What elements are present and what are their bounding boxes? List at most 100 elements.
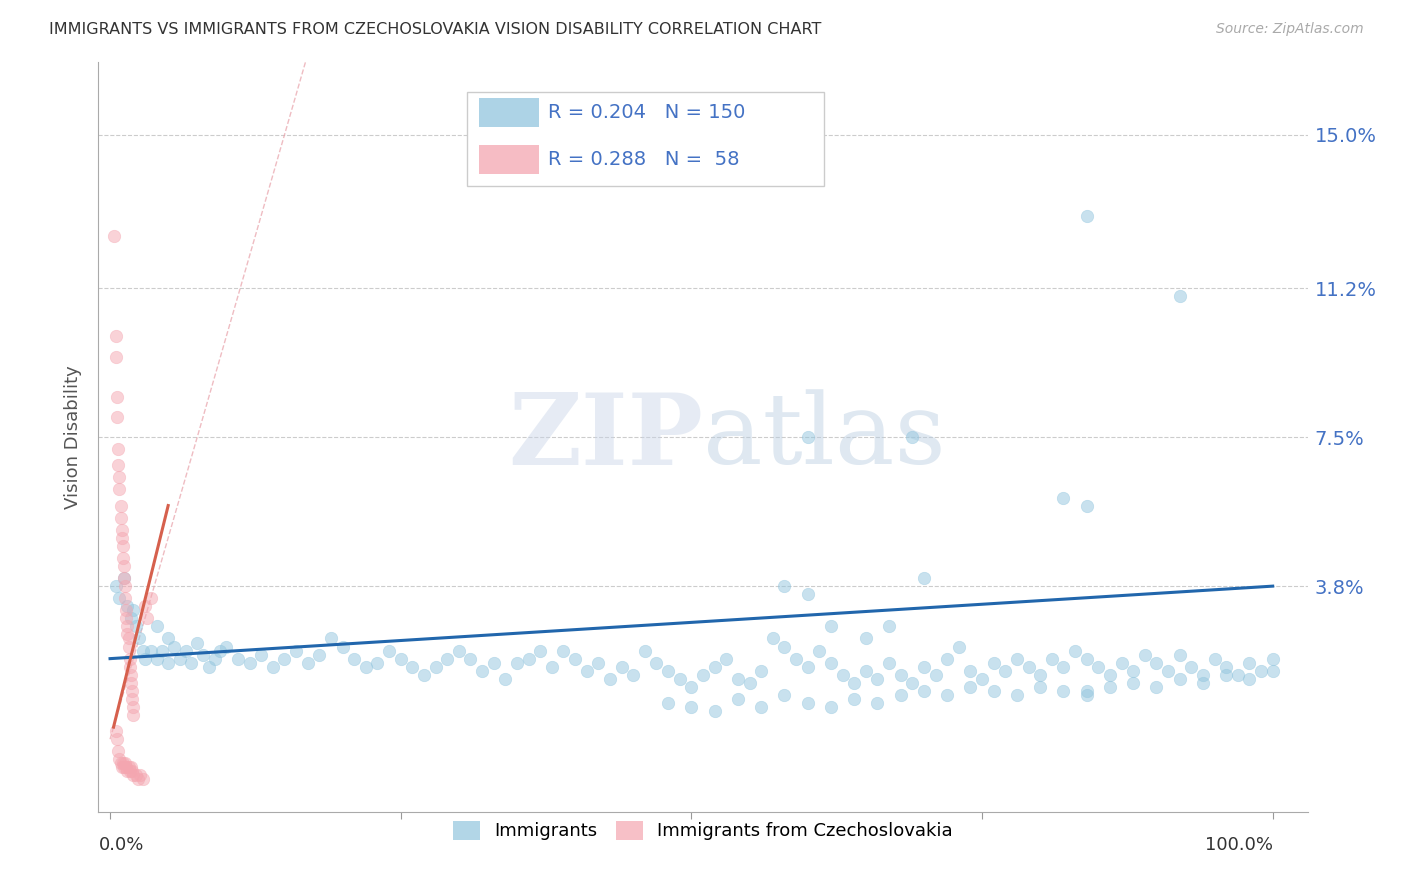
Point	[970, 672, 993, 686]
Point	[104, 350, 127, 364]
Point	[1239, 672, 1261, 686]
Point	[308, 648, 330, 662]
Point	[599, 672, 621, 686]
Point	[343, 651, 366, 665]
Point	[727, 692, 749, 706]
Point	[110, 510, 132, 524]
Point	[1122, 664, 1144, 678]
Point	[983, 684, 1005, 698]
Text: ZIP: ZIP	[508, 389, 703, 485]
Point	[198, 659, 221, 673]
Point	[129, 768, 152, 782]
Point	[204, 651, 226, 665]
Point	[105, 390, 128, 404]
Point	[634, 643, 657, 657]
Point	[460, 651, 482, 665]
Point	[111, 523, 134, 537]
Point	[110, 499, 132, 513]
Point	[297, 656, 319, 670]
Point	[1064, 643, 1087, 657]
Point	[1168, 672, 1191, 686]
Point	[145, 651, 167, 665]
Point	[114, 591, 136, 606]
Point	[1215, 659, 1237, 673]
Point	[738, 675, 761, 690]
Point	[117, 599, 139, 614]
Point	[108, 591, 131, 606]
Point	[901, 430, 924, 444]
Point	[157, 632, 180, 646]
Point	[924, 667, 946, 681]
Point	[366, 656, 388, 670]
Point	[111, 531, 134, 545]
Point	[1144, 656, 1167, 670]
Point	[692, 667, 714, 681]
Point	[108, 470, 131, 484]
Point	[936, 651, 959, 665]
Point	[112, 559, 135, 574]
Point	[120, 611, 142, 625]
Point	[1168, 289, 1191, 303]
Point	[319, 632, 342, 646]
Point	[117, 627, 139, 641]
Point	[890, 667, 912, 681]
Point	[107, 442, 129, 457]
Point	[262, 659, 284, 673]
Point	[494, 672, 516, 686]
Point	[447, 643, 470, 657]
Point	[621, 667, 644, 681]
Point	[1076, 651, 1098, 665]
Point	[959, 680, 981, 694]
Point	[239, 656, 262, 670]
Point	[553, 643, 575, 657]
Point	[773, 579, 796, 593]
Point	[1261, 664, 1284, 678]
Point	[285, 643, 308, 657]
Point	[890, 688, 912, 702]
Point	[762, 632, 785, 646]
Point	[354, 659, 377, 673]
Point	[610, 659, 633, 673]
Point	[120, 760, 142, 774]
Point	[912, 684, 935, 698]
Point	[866, 672, 889, 686]
Point	[115, 603, 138, 617]
Point	[1111, 656, 1133, 670]
Point	[820, 656, 842, 670]
Point	[912, 659, 935, 673]
Point	[796, 587, 818, 601]
Point	[1180, 659, 1202, 673]
Legend: Immigrants, Immigrants from Czechoslovakia: Immigrants, Immigrants from Czechoslovak…	[446, 814, 960, 847]
Point	[139, 591, 162, 606]
Point	[983, 656, 1005, 670]
Point	[120, 675, 142, 690]
Point	[820, 700, 842, 714]
Point	[114, 579, 136, 593]
Point	[118, 760, 141, 774]
Point	[796, 659, 818, 673]
Point	[657, 664, 679, 678]
FancyBboxPatch shape	[479, 98, 538, 127]
Point	[121, 684, 143, 698]
Text: 0.0%: 0.0%	[98, 836, 143, 854]
Point	[796, 430, 818, 444]
Point	[588, 656, 610, 670]
Point	[118, 632, 141, 646]
Point	[191, 648, 214, 662]
Point	[128, 632, 150, 646]
Point	[111, 756, 134, 771]
Point	[413, 667, 436, 681]
Point	[134, 599, 156, 614]
Point	[506, 656, 529, 670]
Point	[1144, 680, 1167, 694]
Point	[104, 329, 127, 343]
Point	[378, 643, 401, 657]
Point	[1052, 659, 1074, 673]
Point	[134, 651, 156, 665]
Text: R = 0.204   N = 150: R = 0.204 N = 150	[548, 103, 745, 122]
Point	[118, 659, 141, 673]
Point	[703, 659, 725, 673]
Point	[139, 643, 162, 657]
Point	[111, 539, 134, 553]
Point	[112, 571, 135, 585]
